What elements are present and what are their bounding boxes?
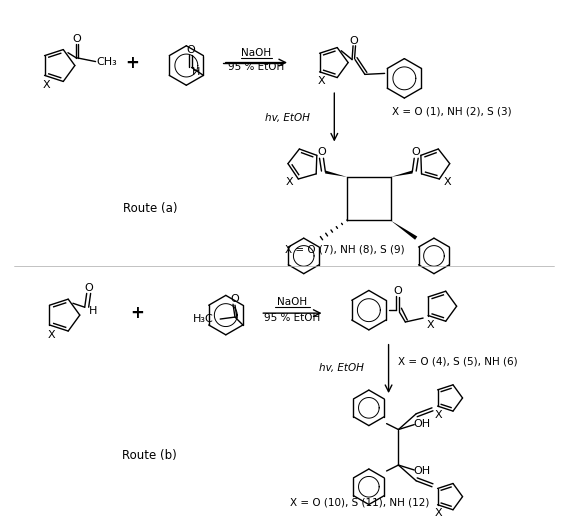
Text: +: + — [125, 54, 139, 72]
Text: H₃C: H₃C — [193, 314, 214, 324]
Text: 95 % EtOH: 95 % EtOH — [228, 62, 285, 72]
Text: X: X — [426, 320, 434, 330]
Text: hv, EtOH: hv, EtOH — [319, 363, 364, 373]
Polygon shape — [391, 171, 412, 177]
Text: X = O (4), S (5), NH (6): X = O (4), S (5), NH (6) — [398, 357, 518, 367]
Text: H: H — [89, 306, 97, 316]
Text: O: O — [350, 36, 358, 46]
Text: X = O (1), NH (2), S (3): X = O (1), NH (2), S (3) — [391, 107, 511, 117]
Text: NaOH: NaOH — [277, 297, 307, 307]
Text: X: X — [444, 177, 452, 187]
Text: O: O — [186, 45, 195, 55]
Text: Route (a): Route (a) — [123, 202, 177, 215]
Text: X: X — [435, 410, 442, 420]
Text: X: X — [318, 76, 325, 86]
Text: O: O — [412, 147, 420, 158]
Text: OH: OH — [414, 419, 431, 428]
Text: X = O (10), S (11), NH (12): X = O (10), S (11), NH (12) — [290, 498, 429, 508]
Text: O: O — [84, 283, 93, 293]
Text: NaOH: NaOH — [241, 48, 272, 58]
Text: O: O — [317, 147, 326, 158]
Text: O: O — [73, 34, 81, 44]
Text: X: X — [286, 177, 294, 187]
Text: O: O — [231, 294, 239, 304]
Text: 95 % EtOH: 95 % EtOH — [264, 313, 320, 323]
Text: OH: OH — [414, 466, 431, 476]
Text: X: X — [435, 509, 442, 518]
Text: O: O — [393, 287, 402, 296]
Text: H: H — [193, 68, 201, 77]
Text: +: + — [130, 304, 144, 322]
Text: hv, EtOH: hv, EtOH — [265, 113, 310, 123]
Text: Route (b): Route (b) — [123, 449, 177, 462]
Text: X: X — [43, 80, 50, 90]
Polygon shape — [391, 220, 417, 240]
Text: X = O (7), NH (8), S (9): X = O (7), NH (8), S (9) — [285, 245, 404, 255]
Text: X: X — [47, 330, 55, 340]
Polygon shape — [325, 171, 347, 177]
Text: CH₃: CH₃ — [96, 57, 117, 67]
